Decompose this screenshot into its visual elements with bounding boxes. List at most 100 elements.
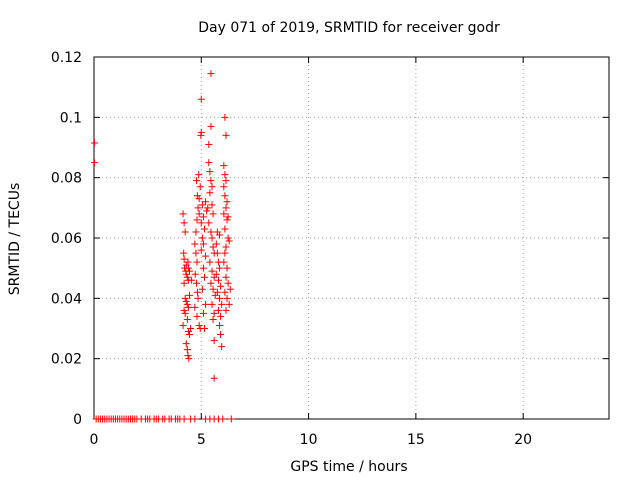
data-point bbox=[191, 270, 199, 278]
y-tick-label: 0.1 bbox=[60, 110, 82, 126]
data-point bbox=[223, 216, 231, 224]
data-point bbox=[193, 288, 201, 296]
data-point bbox=[180, 306, 188, 314]
data-point bbox=[208, 234, 216, 242]
data-point bbox=[183, 300, 191, 308]
data-point bbox=[208, 183, 216, 191]
data-point bbox=[201, 225, 209, 233]
data-point bbox=[180, 279, 188, 287]
data-point bbox=[181, 228, 189, 236]
data-point bbox=[219, 415, 227, 423]
data-point bbox=[180, 219, 188, 227]
data-point bbox=[191, 415, 199, 423]
data-point bbox=[195, 171, 203, 179]
data-point bbox=[224, 234, 232, 242]
data-point bbox=[184, 303, 192, 311]
data-point bbox=[204, 204, 212, 212]
data-point bbox=[225, 300, 233, 308]
data-point bbox=[221, 249, 229, 257]
data-point bbox=[197, 219, 205, 227]
data-point bbox=[210, 374, 218, 382]
x-tick-label: 20 bbox=[514, 432, 532, 448]
data-point bbox=[185, 291, 193, 299]
plot-frame bbox=[93, 56, 610, 420]
grid-lines bbox=[94, 57, 609, 419]
data-point bbox=[192, 228, 200, 236]
chart-title: Day 071 of 2019, SRMTID for receiver god… bbox=[198, 20, 500, 36]
data-point bbox=[184, 258, 192, 266]
data-point bbox=[224, 213, 232, 221]
data-point bbox=[223, 198, 231, 206]
data-point bbox=[191, 240, 199, 248]
data-point bbox=[188, 276, 196, 284]
data-point bbox=[180, 255, 188, 263]
y-tick-label: 0.02 bbox=[51, 352, 82, 368]
data-point bbox=[183, 273, 191, 281]
data-point bbox=[193, 192, 201, 200]
data-point bbox=[217, 312, 225, 320]
data-point bbox=[207, 70, 215, 78]
data-point bbox=[193, 279, 201, 287]
data-point bbox=[198, 285, 206, 293]
data-point bbox=[197, 131, 205, 139]
x-tick-label: 5 bbox=[197, 432, 206, 448]
data-point bbox=[202, 252, 210, 260]
data-point bbox=[221, 113, 229, 121]
data-point bbox=[187, 325, 195, 332]
data-point bbox=[182, 297, 190, 305]
data-point bbox=[207, 177, 215, 185]
data-points bbox=[90, 70, 235, 423]
data-point bbox=[181, 309, 189, 317]
data-point bbox=[201, 325, 209, 332]
y-tick-label: 0.08 bbox=[51, 171, 82, 187]
data-point bbox=[224, 279, 232, 287]
data-point bbox=[198, 201, 206, 209]
x-tick-label: 15 bbox=[407, 432, 425, 448]
data-point bbox=[209, 210, 217, 218]
data-point bbox=[182, 270, 190, 278]
data-point bbox=[90, 159, 98, 167]
data-point bbox=[214, 306, 222, 314]
data-point bbox=[221, 192, 229, 200]
data-point bbox=[216, 294, 224, 302]
y-tick-label: 0.12 bbox=[51, 50, 82, 66]
y-tick-label: 0.04 bbox=[51, 291, 82, 307]
data-point bbox=[193, 312, 201, 320]
axis-ticks bbox=[93, 56, 609, 420]
data-point bbox=[205, 219, 213, 227]
data-point bbox=[209, 243, 217, 251]
data-point bbox=[208, 300, 216, 308]
data-point bbox=[212, 270, 220, 278]
data-point bbox=[221, 225, 229, 233]
data-point bbox=[217, 331, 225, 339]
y-tick-label: 0.06 bbox=[51, 231, 82, 247]
x-axis-label: GPS time / hours bbox=[290, 459, 407, 475]
data-point bbox=[184, 264, 192, 272]
data-point bbox=[179, 321, 187, 329]
data-point bbox=[195, 321, 203, 329]
data-point bbox=[207, 122, 215, 130]
data-point bbox=[194, 294, 202, 302]
y-tick-labels: 0 0.02 0.04 0.06 0.08 0.1 0.12 bbox=[51, 50, 82, 428]
data-point bbox=[222, 273, 230, 281]
data-point bbox=[209, 285, 217, 293]
data-point bbox=[207, 228, 215, 236]
data-point bbox=[205, 140, 213, 148]
data-point bbox=[222, 177, 230, 185]
data-point bbox=[221, 171, 229, 179]
data-point bbox=[208, 267, 216, 275]
data-point bbox=[193, 258, 201, 266]
data-point bbox=[185, 355, 193, 363]
x-tick-label: 0 bbox=[90, 432, 99, 448]
data-point bbox=[225, 237, 233, 245]
data-point bbox=[216, 321, 224, 329]
data-point bbox=[201, 273, 209, 281]
data-point bbox=[213, 249, 221, 257]
data-point bbox=[222, 204, 230, 212]
data-point bbox=[202, 300, 210, 308]
y-axis-label: SRMTID / TECUs bbox=[7, 183, 23, 296]
data-point bbox=[180, 415, 188, 423]
data-point bbox=[90, 139, 98, 147]
data-point bbox=[206, 168, 214, 176]
